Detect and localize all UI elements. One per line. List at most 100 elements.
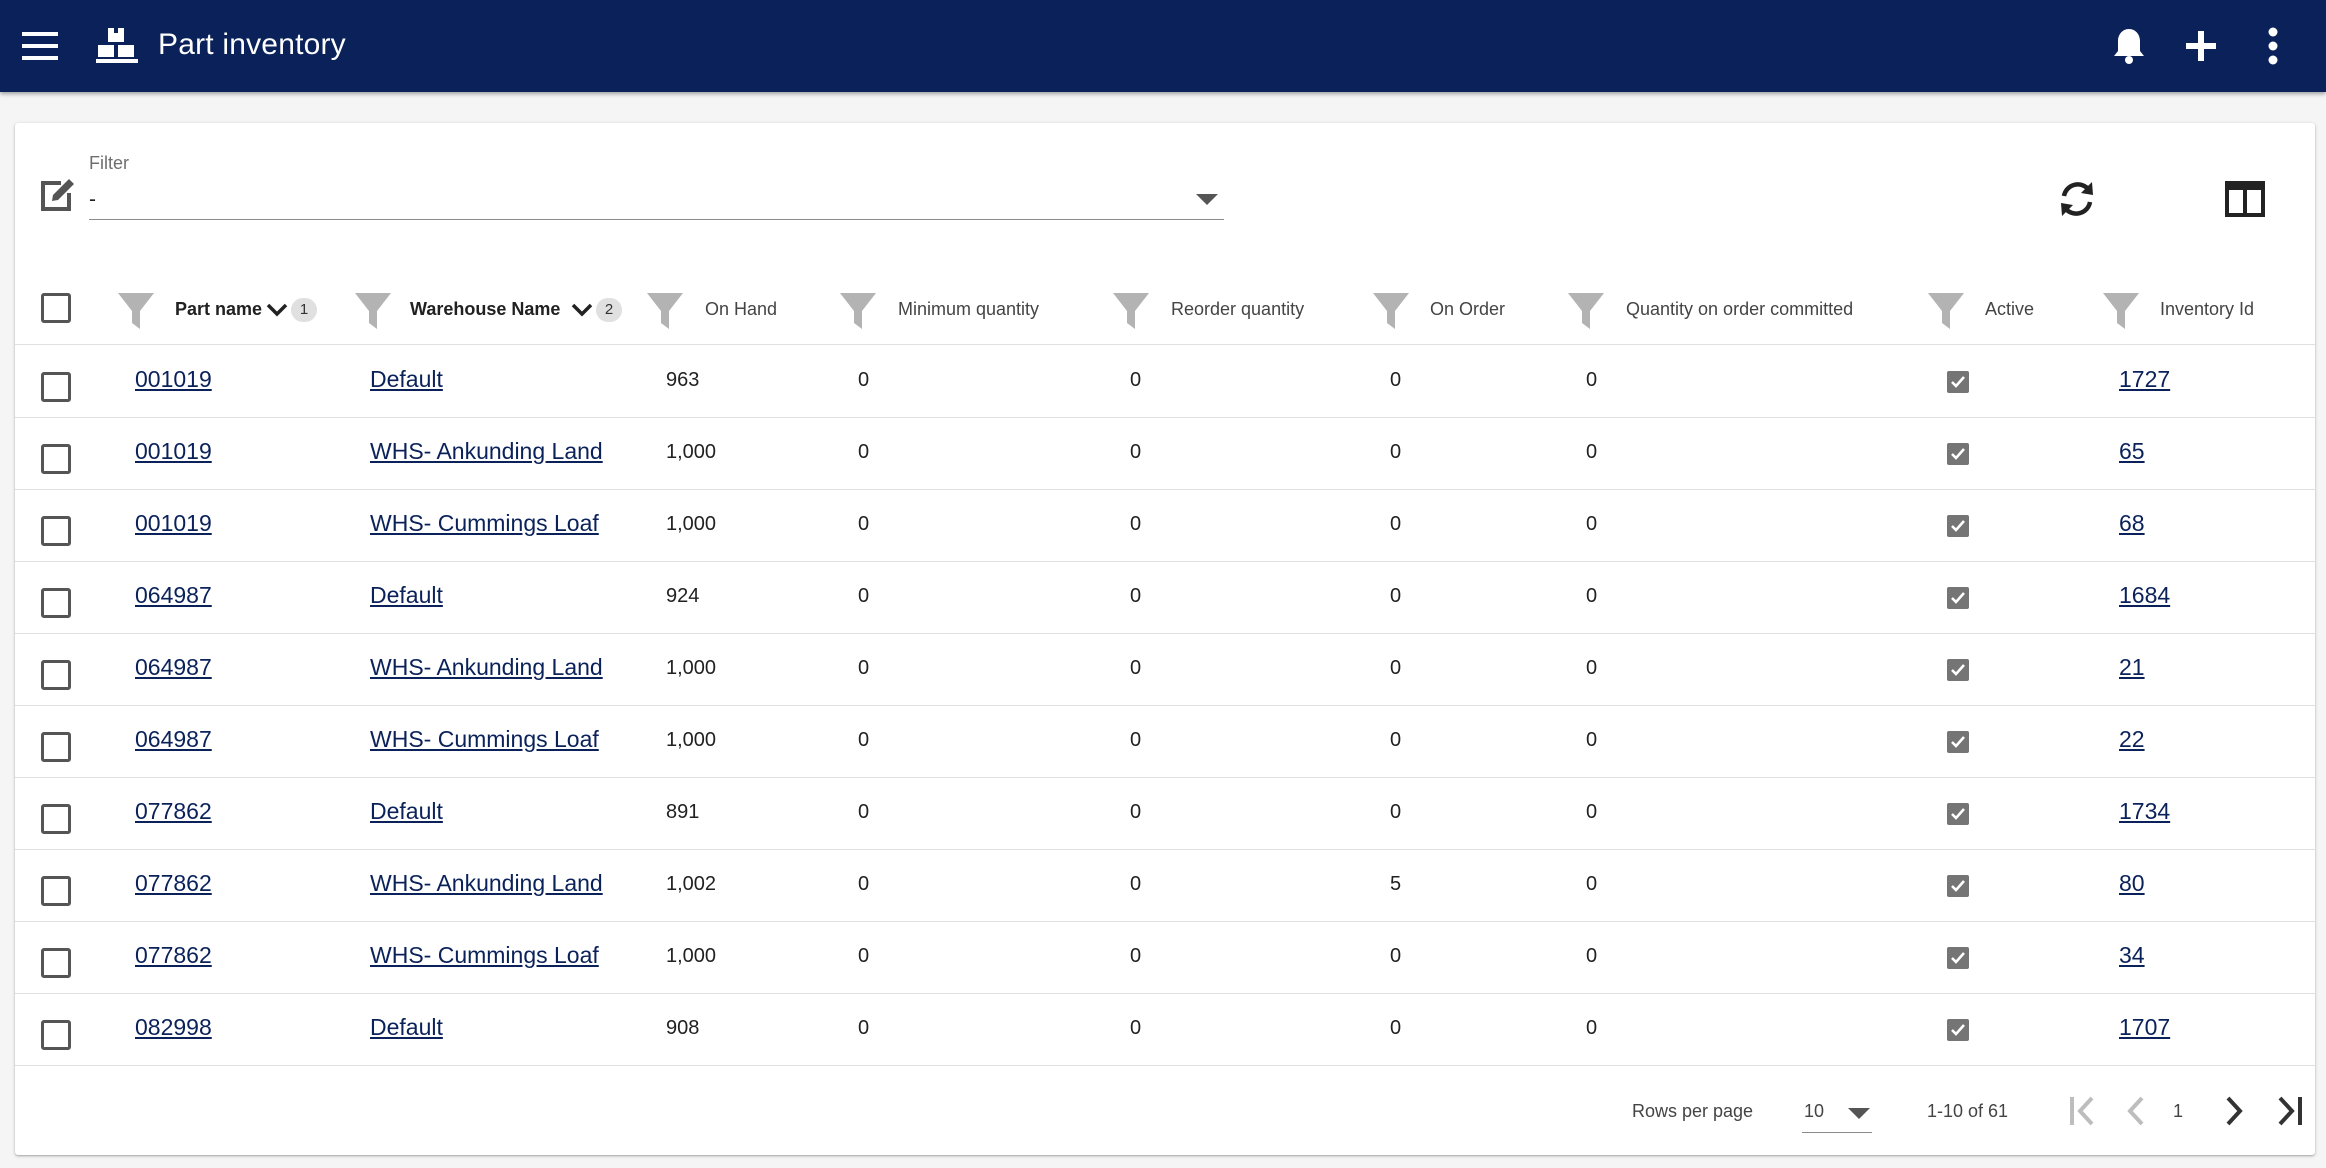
last-page-button[interactable] (2265, 1087, 2313, 1135)
warehouse-name-link[interactable]: WHS- Cummings Loaf (370, 942, 599, 968)
prev-page-button[interactable] (2111, 1087, 2159, 1135)
column-header-active[interactable]: Active (1985, 299, 2035, 319)
part-name-link[interactable]: 001019 (135, 438, 212, 464)
warehouse-name-link[interactable]: WHS- Cummings Loaf (370, 726, 599, 752)
qty-on-order-committed-value: 0 (1586, 945, 1598, 967)
prev-page-icon (2127, 1096, 2144, 1126)
part-name-link[interactable]: 001019 (135, 510, 212, 536)
more-options-button[interactable] (2247, 20, 2299, 72)
column-header-minimum-quantity[interactable]: Minimum quantity (898, 299, 1040, 319)
add-button[interactable] (2175, 20, 2227, 72)
filter-icon[interactable] (118, 291, 154, 331)
active-checkbox-checked (1947, 1019, 1969, 1041)
on-order-value: 0 (1390, 801, 1402, 823)
notifications-button[interactable] (2103, 20, 2155, 72)
reorder-quantity-value: 0 (1130, 585, 1142, 607)
refresh-button[interactable] (2049, 171, 2105, 227)
column-header-qty-on-order-committed[interactable]: Quantity on order committed (1626, 299, 1854, 319)
on-hand-value: 924 (666, 585, 700, 607)
filter-icon[interactable] (355, 291, 391, 331)
column-header-warehouse-name[interactable]: Warehouse Name (410, 299, 561, 319)
part-name-link[interactable]: 001019 (135, 366, 212, 392)
filter-icon[interactable] (647, 291, 683, 331)
column-header-part-name[interactable]: Part name (175, 299, 263, 319)
inventory-id-link[interactable]: 65 (2119, 438, 2145, 464)
row-select-checkbox[interactable] (41, 588, 71, 618)
inventory-id-link[interactable]: 1727 (2119, 366, 2171, 392)
filter-label: Filter (89, 153, 129, 173)
qty-on-order-committed-value: 0 (1586, 441, 1598, 463)
part-name-link[interactable]: 077862 (135, 942, 212, 968)
active-checkbox-checked (1947, 659, 1969, 681)
filter-icon[interactable] (1113, 291, 1149, 331)
on-order-value: 0 (1390, 657, 1402, 679)
select-all-checkbox[interactable] (41, 293, 71, 323)
warehouse-name-link[interactable]: WHS- Ankunding Land (370, 870, 603, 896)
inventory-id-link[interactable]: 34 (2119, 942, 2145, 968)
warehouse-name-link[interactable]: Default (370, 798, 443, 824)
inventory-id-link[interactable]: 1684 (2119, 582, 2171, 608)
filter-icon[interactable] (1568, 291, 1604, 331)
table-row: 001019 WHS- Cummings Loaf 1,000 0 0 0 0 68 (15, 490, 2315, 562)
rows-per-page-value: 10 (1804, 1101, 1825, 1121)
columns-button[interactable] (2217, 171, 2273, 227)
qty-on-order-committed-value: 0 (1586, 513, 1598, 535)
edit-icon[interactable] (37, 173, 79, 215)
part-name-link[interactable]: 064987 (135, 654, 212, 680)
filter-icon[interactable] (2103, 291, 2139, 331)
column-header-on-hand[interactable]: On Hand (705, 299, 778, 319)
part-name-link[interactable]: 064987 (135, 726, 212, 752)
inventory-id-link[interactable]: 21 (2119, 654, 2145, 680)
warehouse-name-link[interactable]: WHS- Ankunding Land (370, 654, 603, 680)
menu-button[interactable] (18, 24, 62, 68)
column-header-reorder-quantity[interactable]: Reorder quantity (1171, 299, 1305, 319)
row-select-checkbox[interactable] (41, 732, 71, 762)
qty-on-order-committed-value: 0 (1586, 1017, 1598, 1039)
column-header-inventory-id[interactable]: Inventory Id (2160, 299, 2255, 319)
table-row: 064987 WHS- Ankunding Land 1,000 0 0 0 0 21 (15, 634, 2315, 706)
on-hand-value: 963 (666, 369, 700, 391)
warehouse-name-link[interactable]: Default (370, 366, 443, 392)
checkmark-icon (1951, 736, 1965, 748)
warehouse-name-link[interactable]: Default (370, 1014, 443, 1040)
chevron-down-icon[interactable] (570, 298, 594, 322)
table-row: 001019 WHS- Ankunding Land 1,000 0 0 0 0 65 (15, 418, 2315, 490)
warehouse-name-link[interactable]: Default (370, 582, 443, 608)
column-header-on-order[interactable]: On Order (1430, 299, 1506, 319)
first-page-button[interactable] (2059, 1087, 2107, 1135)
chevron-down-icon[interactable] (265, 298, 289, 322)
inventory-id-link[interactable]: 80 (2119, 870, 2145, 896)
filter-icon[interactable] (840, 291, 876, 331)
part-name-link[interactable]: 077862 (135, 870, 212, 896)
minimum-quantity-value: 0 (858, 513, 870, 535)
row-select-checkbox[interactable] (41, 876, 71, 906)
rows-per-page-select[interactable]: 10 (1802, 1091, 1872, 1133)
next-page-button[interactable] (2211, 1087, 2259, 1135)
inventory-id-link[interactable]: 68 (2119, 510, 2145, 536)
part-name-link[interactable]: 077862 (135, 798, 212, 824)
inventory-id-link[interactable]: 1734 (2119, 798, 2171, 824)
part-name-link[interactable]: 064987 (135, 582, 212, 608)
row-select-checkbox[interactable] (41, 804, 71, 834)
active-checkbox-checked (1947, 803, 1969, 825)
filter-icon[interactable] (1928, 291, 1964, 331)
row-select-checkbox[interactable] (41, 948, 71, 978)
inventory-id-link[interactable]: 1707 (2119, 1014, 2171, 1040)
filter-select[interactable]: - (89, 178, 1224, 220)
row-select-checkbox[interactable] (41, 660, 71, 690)
active-checkbox-checked (1947, 587, 1969, 609)
checkmark-icon (1951, 664, 1965, 676)
inventory-id-link[interactable]: 22 (2119, 726, 2145, 752)
row-select-checkbox[interactable] (41, 444, 71, 474)
warehouse-name-link[interactable]: WHS- Ankunding Land (370, 438, 603, 464)
row-select-checkbox[interactable] (41, 1020, 71, 1050)
warehouse-name-link[interactable]: WHS- Cummings Loaf (370, 510, 599, 536)
app-bar: Part inventory (0, 0, 2326, 92)
row-select-checkbox[interactable] (41, 372, 71, 402)
minimum-quantity-value: 0 (858, 945, 870, 967)
table-row: 082998 Default 908 0 0 0 0 1707 (15, 994, 2315, 1066)
part-name-link[interactable]: 082998 (135, 1014, 212, 1040)
row-select-checkbox[interactable] (41, 516, 71, 546)
table-row: 064987 WHS- Cummings Loaf 1,000 0 0 0 0 22 (15, 706, 2315, 778)
filter-icon[interactable] (1373, 291, 1409, 331)
